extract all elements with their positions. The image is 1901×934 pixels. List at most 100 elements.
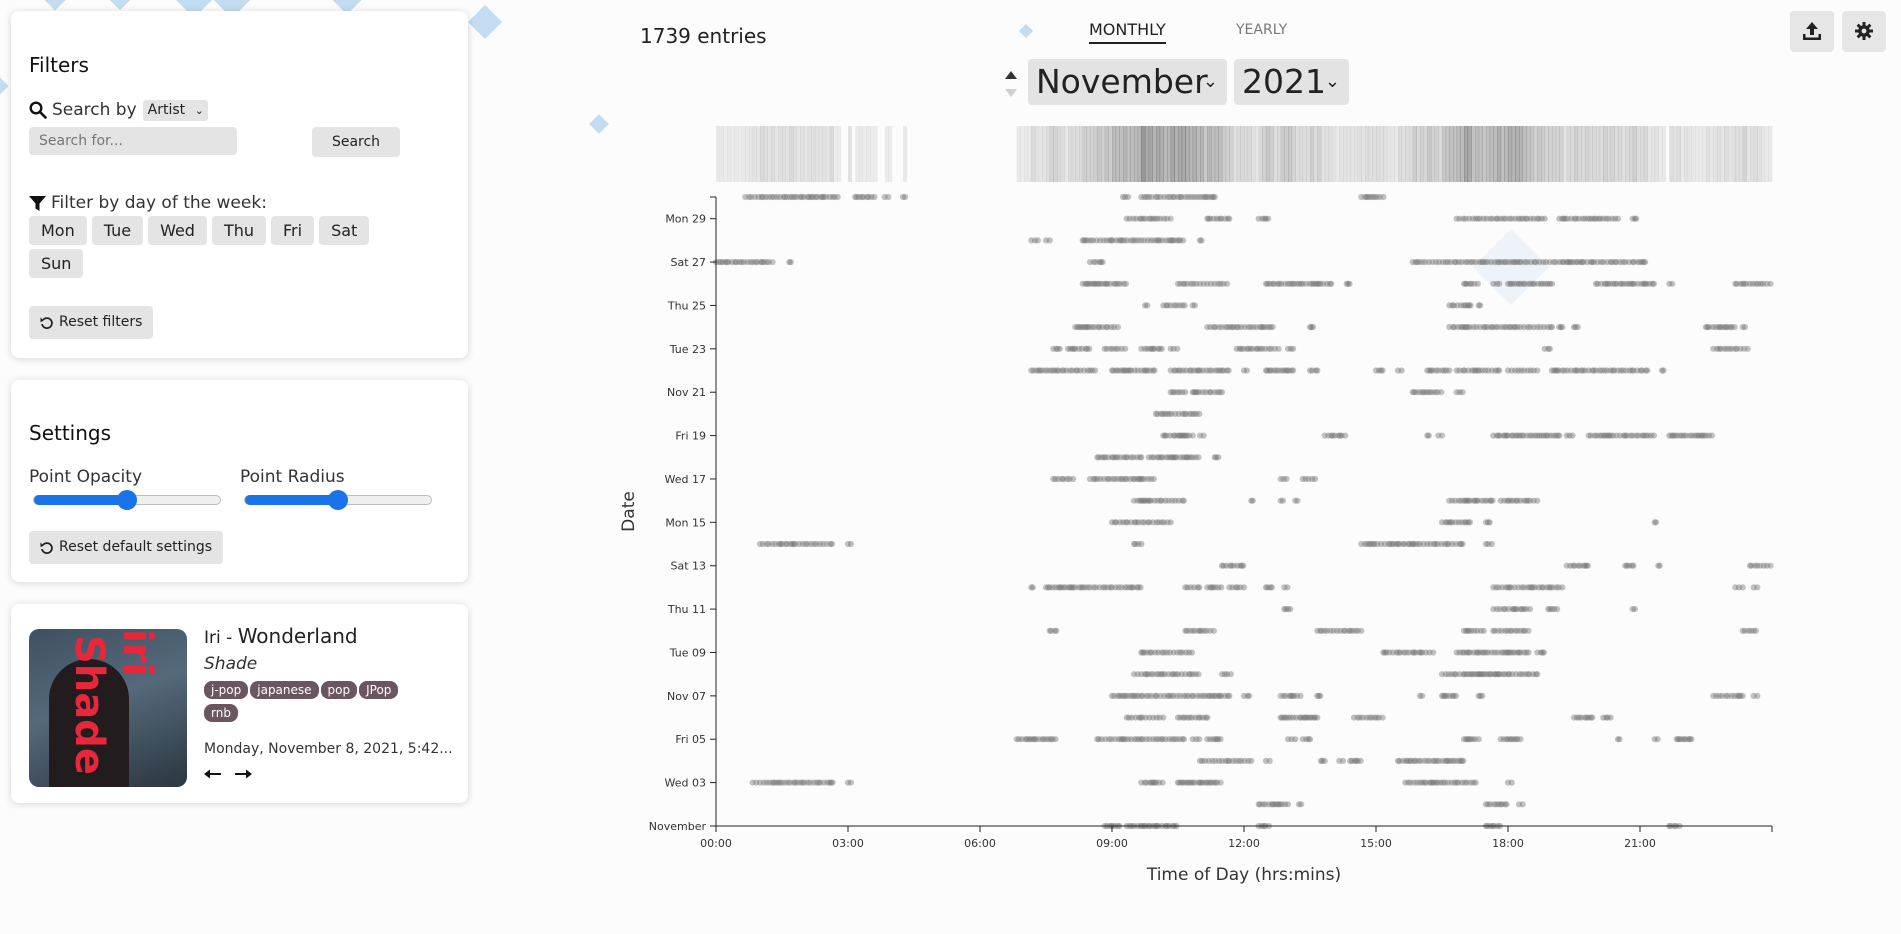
data-point bbox=[1090, 584, 1097, 591]
data-point bbox=[1249, 497, 1256, 504]
data-point bbox=[772, 540, 779, 548]
genre-tag[interactable]: japanese bbox=[250, 681, 319, 699]
density-bar bbox=[1647, 126, 1652, 182]
data-point bbox=[1108, 519, 1116, 526]
data-point bbox=[1546, 280, 1553, 287]
data-point bbox=[1439, 779, 1446, 786]
view-tab-monthly[interactable]: MONTHLY bbox=[1089, 20, 1166, 44]
data-point bbox=[1414, 779, 1421, 786]
data-point bbox=[1503, 432, 1510, 439]
data-point bbox=[1141, 779, 1149, 786]
data-point bbox=[1161, 432, 1168, 439]
data-point bbox=[1273, 367, 1280, 374]
month-select[interactable]: November ⌄ bbox=[1028, 59, 1227, 105]
genre-tag[interactable]: j-pop bbox=[204, 681, 249, 699]
upload-button[interactable] bbox=[1790, 11, 1834, 52]
genre-tag[interactable]: rnb bbox=[204, 704, 238, 722]
data-point bbox=[1179, 302, 1186, 309]
data-point bbox=[1337, 627, 1344, 634]
data-point bbox=[1352, 627, 1359, 634]
point-opacity-handle[interactable] bbox=[117, 490, 137, 510]
data-point bbox=[1547, 432, 1554, 439]
day-button-sun[interactable]: Sun bbox=[29, 249, 84, 278]
data-point bbox=[1210, 736, 1217, 743]
data-point bbox=[1430, 540, 1437, 548]
data-point bbox=[1422, 259, 1429, 266]
data-point bbox=[1131, 475, 1138, 483]
data-point bbox=[1735, 692, 1743, 700]
day-button-tue[interactable]: Tue bbox=[91, 216, 144, 245]
genre-tag[interactable]: pop bbox=[320, 681, 358, 699]
sort-down-button[interactable] bbox=[1004, 83, 1018, 102]
data-point bbox=[1290, 714, 1297, 721]
reset-settings-button[interactable]: Reset default settings bbox=[29, 531, 224, 564]
data-point bbox=[1312, 475, 1319, 483]
day-button-fri[interactable]: Fri bbox=[271, 216, 315, 245]
data-point bbox=[1155, 671, 1162, 678]
day-button-thu[interactable]: Thu bbox=[211, 216, 267, 245]
day-button-mon[interactable]: Mon bbox=[29, 216, 87, 245]
data-point bbox=[1515, 801, 1523, 808]
point-radius-slider[interactable] bbox=[244, 490, 432, 510]
density-bar bbox=[811, 126, 816, 182]
view-tab-yearly[interactable]: YEARLY bbox=[1236, 22, 1287, 38]
data-point bbox=[1159, 237, 1166, 244]
year-select[interactable]: 2021 ⌄ bbox=[1234, 59, 1349, 105]
density-bar bbox=[1368, 126, 1373, 182]
genre-tag[interactable]: JPop bbox=[359, 681, 399, 699]
search-field-select[interactable]: Artist ⌄ bbox=[142, 99, 208, 121]
data-point bbox=[1122, 736, 1129, 743]
data-point bbox=[1130, 215, 1137, 222]
data-point bbox=[1130, 454, 1137, 461]
day-button-sat[interactable]: Sat bbox=[319, 216, 370, 245]
data-point bbox=[881, 193, 888, 201]
data-point bbox=[1750, 692, 1757, 700]
data-point bbox=[1746, 562, 1754, 569]
data-point bbox=[1243, 345, 1250, 352]
point-opacity-slider[interactable] bbox=[33, 490, 221, 510]
data-point bbox=[1623, 280, 1630, 287]
data-point bbox=[1177, 237, 1184, 244]
data-point bbox=[1189, 736, 1196, 743]
data-point bbox=[1524, 584, 1531, 591]
data-point bbox=[1097, 475, 1104, 483]
data-point bbox=[1451, 779, 1458, 786]
data-point bbox=[1059, 367, 1066, 374]
data-point bbox=[828, 540, 836, 548]
search-input[interactable] bbox=[29, 127, 237, 155]
data-point bbox=[1110, 454, 1117, 461]
data-point bbox=[1634, 367, 1641, 374]
previous-entry-button[interactable] bbox=[203, 764, 225, 784]
cover-text-1: iri bbox=[114, 629, 160, 677]
next-entry-button[interactable] bbox=[233, 764, 255, 784]
data-point bbox=[1092, 584, 1099, 591]
data-point bbox=[787, 193, 794, 201]
data-point bbox=[1183, 627, 1190, 634]
data-point bbox=[1416, 692, 1424, 700]
data-point bbox=[1434, 540, 1441, 548]
search-button[interactable]: Search bbox=[312, 127, 400, 157]
data-point bbox=[1601, 367, 1608, 374]
background-diamond bbox=[39, 0, 71, 11]
data-point bbox=[1609, 432, 1616, 439]
data-point bbox=[1568, 259, 1575, 266]
reset-filters-button[interactable]: Reset filters bbox=[29, 306, 154, 339]
settings-button[interactable] bbox=[1842, 11, 1886, 52]
day-button-wed[interactable]: Wed bbox=[148, 216, 207, 245]
track-album: Shade bbox=[204, 654, 258, 674]
data-point bbox=[1179, 736, 1186, 743]
data-point bbox=[1750, 584, 1757, 591]
data-point bbox=[1284, 280, 1292, 287]
data-point bbox=[1181, 280, 1188, 287]
point-radius-handle[interactable] bbox=[328, 490, 348, 510]
density-bar bbox=[866, 126, 871, 182]
data-point bbox=[725, 259, 732, 266]
data-point bbox=[1282, 801, 1289, 808]
data-point bbox=[1111, 519, 1118, 526]
data-point bbox=[1152, 736, 1160, 743]
data-point bbox=[1466, 280, 1473, 287]
data-point bbox=[1518, 671, 1525, 678]
data-point bbox=[1422, 779, 1429, 786]
sort-up-button[interactable] bbox=[1004, 65, 1018, 84]
data-point bbox=[1180, 454, 1187, 461]
